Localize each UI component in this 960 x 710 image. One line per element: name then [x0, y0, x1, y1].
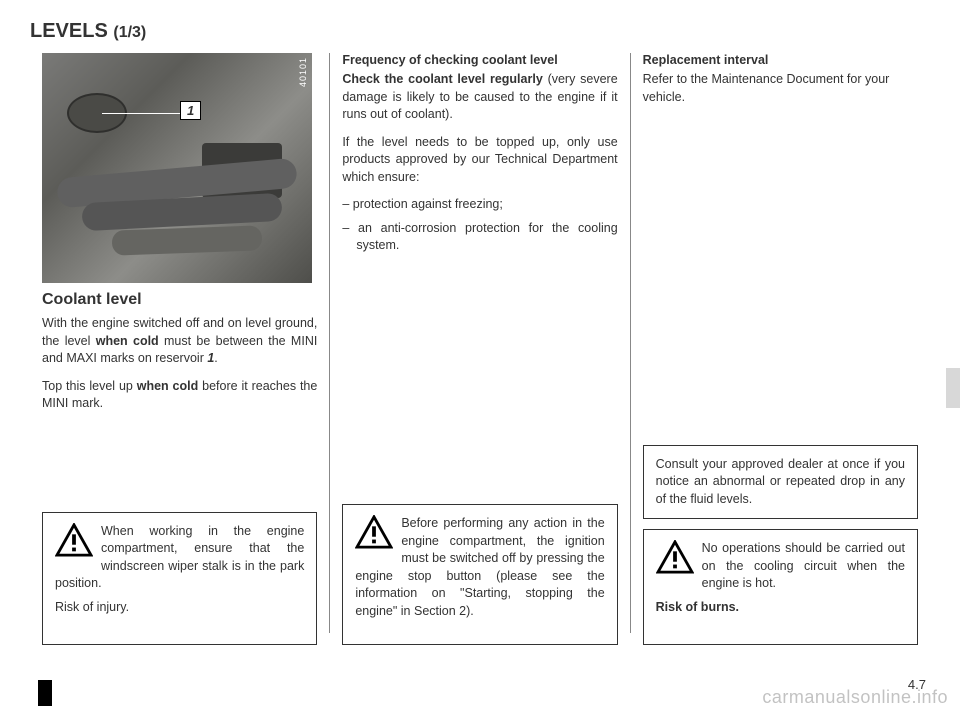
footer-mark [38, 680, 52, 706]
callout-line [102, 113, 182, 114]
spacer [643, 116, 918, 445]
warning-box-ignition: Before performing any action in the engi… [342, 504, 617, 645]
warning-triangle-icon [656, 540, 694, 574]
text: Top this level up [42, 379, 137, 393]
column-3: Replacement interval Refer to the Mainte… [631, 53, 930, 653]
page-title: LEVELS [30, 20, 113, 42]
col1-heading: Coolant level [42, 291, 317, 309]
page-title-row: LEVELS (1/3) [30, 20, 930, 43]
column-2: Frequency of checking coolant level Chec… [330, 53, 629, 653]
gap [656, 593, 905, 599]
risk-text: Risk of burns. [656, 600, 739, 614]
list-item: an anti-corrosion protection for the coo… [342, 220, 617, 255]
text: . [214, 351, 217, 365]
gap [355, 620, 604, 634]
engine-compartment-image: 40101 1 [42, 53, 312, 283]
col1-content: 40101 1 Coolant level With the engine sw… [42, 53, 317, 423]
col2-subheading: Frequency of checking coolant level [342, 53, 617, 67]
gap [55, 593, 304, 599]
col1-paragraph-2: Top this level up when cold before it re… [42, 378, 317, 413]
callout-number: 1 [180, 101, 201, 120]
col1-paragraph-1: With the engine switched off and on leve… [42, 315, 317, 368]
col3-paragraph-1: Refer to the Maintenance Document for yo… [643, 71, 918, 106]
col3-content: Replacement interval Refer to the Mainte… [643, 53, 918, 116]
risk-text: Risk of injury. [55, 600, 129, 614]
engine-detail [112, 225, 263, 255]
col3-subheading: Replacement interval [643, 53, 918, 67]
bold-text: when cold [96, 334, 159, 348]
spacer [342, 265, 617, 505]
warning-triangle-icon [55, 523, 93, 557]
warning-text: No operations should be carried out on t… [702, 541, 905, 590]
image-code: 40101 [298, 57, 308, 87]
manual-page: LEVELS (1/3) 40101 1 Coolant level With … [0, 0, 960, 710]
col2-paragraph-1: Check the coolant level regularly (very … [342, 71, 617, 124]
page-title-suffix: (1/3) [113, 24, 146, 41]
content-columns: 40101 1 Coolant level With the engine sw… [30, 53, 930, 653]
gap [55, 616, 304, 634]
col2-content: Frequency of checking coolant level Chec… [342, 53, 617, 265]
spacer [42, 423, 317, 512]
column-1: 40101 1 Coolant level With the engine sw… [30, 53, 329, 653]
section-tab [946, 368, 960, 408]
bold-text: when cold [137, 379, 199, 393]
bold-text: Check the coolant level regularly [342, 72, 542, 86]
info-box-dealer: Consult your approved dealer at once if … [643, 445, 918, 520]
list-item: protection against freezing; [342, 196, 617, 214]
gap [656, 616, 905, 634]
warning-triangle-icon [355, 515, 393, 549]
watermark-text: carmanualsonline.info [762, 687, 948, 708]
col2-paragraph-2: If the level needs to be topped up, only… [342, 134, 617, 187]
warning-box-burns: No operations should be carried out on t… [643, 529, 918, 645]
col2-bullet-list: protection against freezing; an anti-cor… [342, 196, 617, 255]
warning-box-injury: When working in the engine compartment, … [42, 512, 317, 646]
